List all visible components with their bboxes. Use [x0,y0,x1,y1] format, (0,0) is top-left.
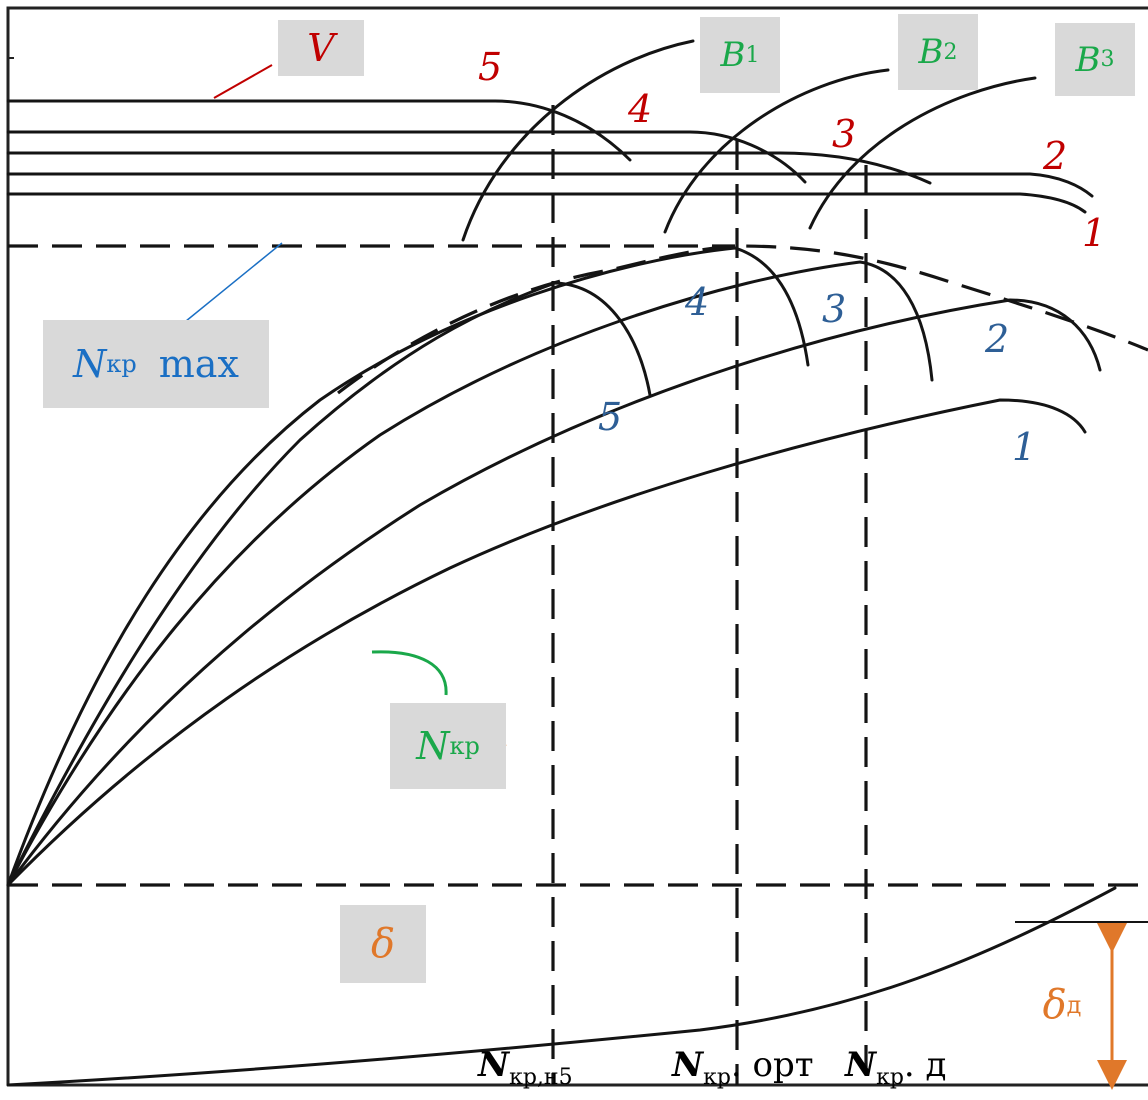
power-gear-label-2: 2 [985,317,1010,361]
nkr-leader [371,650,448,696]
b3-curve [808,76,1037,230]
nkr-max-leader [174,242,283,331]
speed-curve-gear-4 [6,130,807,184]
power-curve-gear-5 [6,281,652,887]
speed-gear-label-1: 1 [1082,211,1107,255]
b2-curve [663,68,890,234]
speed-curve-gear-5 [6,99,632,162]
speed-gear-label-4: 4 [628,87,653,131]
power-curve-gear-3 [6,260,934,887]
b1-curve [461,39,695,242]
slip-curve [6,886,1117,1087]
slip-label: δ [340,905,426,983]
speed-gear-label-3: 3 [832,112,857,156]
speed-leader [213,64,273,99]
nkr-max-envelope-dashed [337,244,1148,395]
speed-label: V [278,20,364,76]
speed-curve-gear-1 [6,192,1087,214]
speed-gear-label-5: 5 [478,45,503,89]
x-label-nkr-opt: Nкр. орт [672,1045,814,1090]
power-curve-gear-1 [6,398,1087,887]
plot-frame [6,6,1148,1087]
power-curve-gear-2 [6,298,1102,887]
power-curve-gear-4 [6,246,810,887]
speed-gear-label-2: 2 [1043,134,1068,178]
x-label-nkr-d: Nкр. д [845,1045,947,1090]
power-gear-label-4: 4 [685,280,710,324]
speed-curve-gear-3 [6,151,932,185]
power-gear-label-1: 1 [1012,425,1037,469]
x-label-nkr-n5: Nкр,н5 [478,1045,573,1090]
power-gear-label-5: 5 [598,395,623,439]
power-gear-label-3: 3 [822,287,847,331]
speed-curve-gear-2 [6,172,1094,198]
